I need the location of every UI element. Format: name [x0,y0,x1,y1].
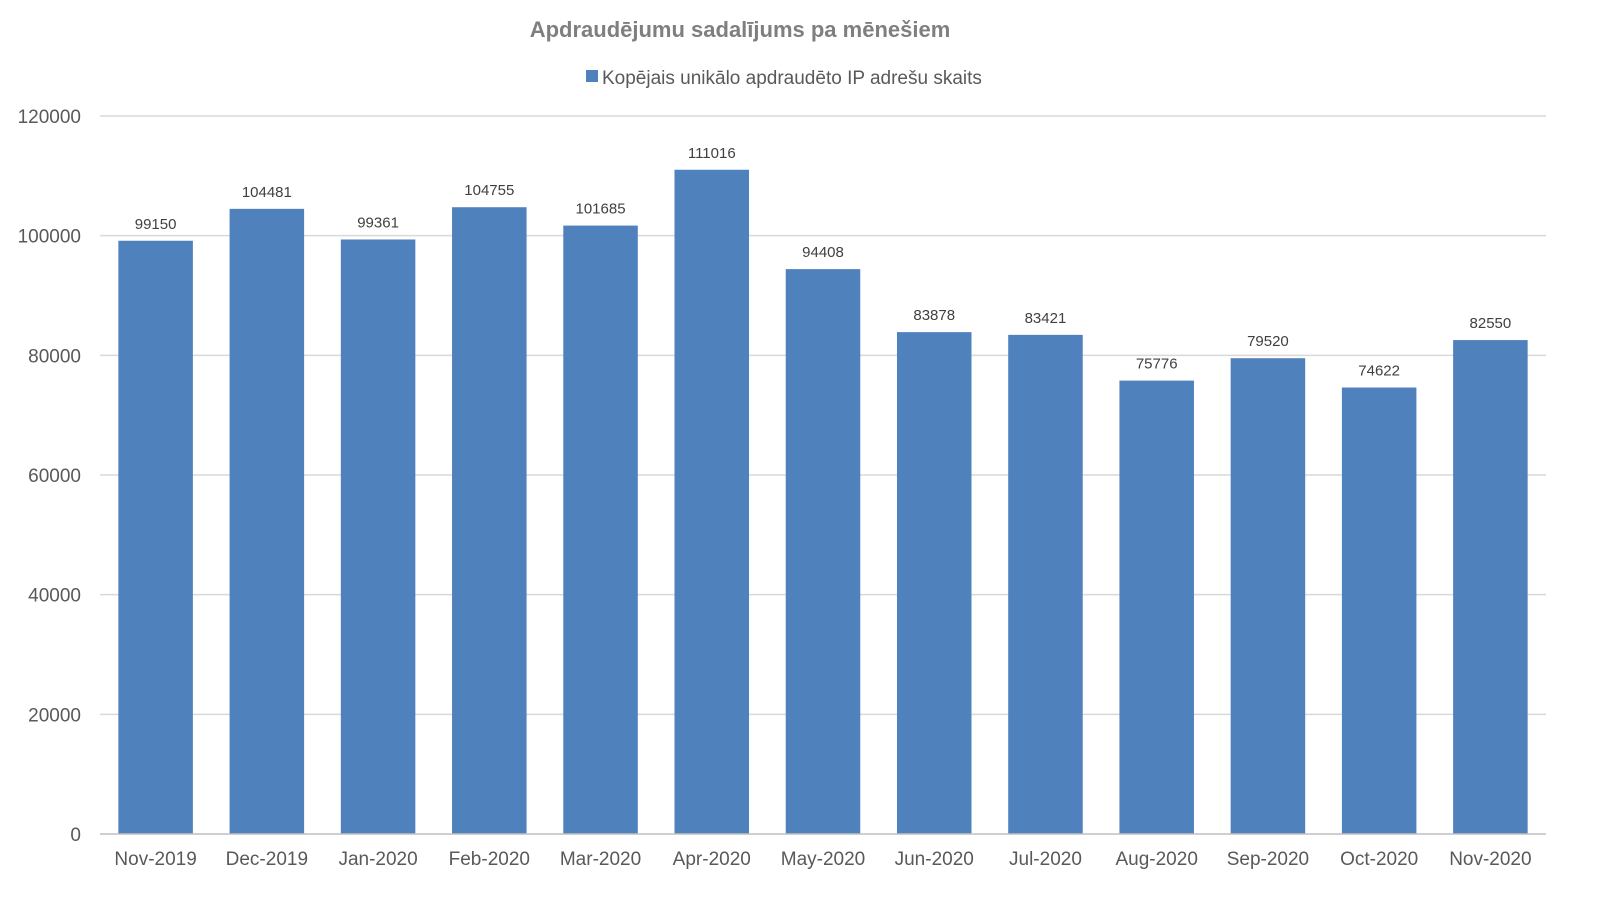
data-label: 83421 [1025,310,1067,327]
data-label: 74622 [1358,363,1400,380]
y-tick-label: 20000 [28,705,81,726]
bar-nov-2020[interactable] [1453,340,1528,834]
data-label: 104481 [242,184,292,201]
legend-swatch [586,70,598,82]
bar-jul-2020[interactable] [1008,334,1083,834]
x-tick-label: May-2020 [781,849,866,870]
bar-aug-2020[interactable] [1119,380,1194,834]
data-label: 99150 [135,216,177,233]
data-labels: 99150 104481 99361 104755 101685 111016 94408 8… [135,145,1511,380]
bar-jan-2020[interactable] [340,239,416,835]
data-label: 111016 [688,145,736,162]
bars [118,169,1528,835]
y-tick-label: 60000 [28,466,81,487]
y-tick-label: 80000 [28,346,81,367]
data-label: 99361 [357,214,399,231]
x-tick-label: Jun-2020 [895,849,974,870]
data-label: 75776 [1136,356,1178,373]
y-tick-label: 40000 [28,586,81,607]
x-tick-label: Nov-2019 [114,849,196,870]
bar-oct-2020[interactable] [1341,387,1417,834]
x-tick-label: Nov-2020 [1449,849,1531,870]
data-label: 94408 [802,244,844,261]
x-tick-label: Aug-2020 [1115,849,1197,870]
chart-title: Apdraudējumu sadalījums pa mēnešiem [530,17,951,42]
bar-feb-2020[interactable] [452,207,527,834]
x-tick-label: Apr-2020 [673,849,751,870]
x-tick-label: Jan-2020 [338,849,417,870]
x-axis-ticks: Nov-2019 Dec-2019 Jan-2020 Feb-2020 Mar-2020… [114,849,1531,870]
bar-jun-2020[interactable] [896,332,972,834]
data-label: 83878 [913,307,955,324]
data-label: 104755 [464,182,514,199]
data-label: 82550 [1470,315,1512,332]
y-axis-ticks: 0 20000 40000 60000 80000 100000 120000 [18,107,81,846]
x-tick-label: Dec-2019 [226,849,308,870]
bar-sep-2020[interactable] [1230,358,1306,834]
y-tick-label: 0 [70,825,81,846]
x-tick-label: Mar-2020 [560,849,641,870]
legend[interactable]: Kopējais unikālo apdraudēto IP adrešu sk… [586,68,982,89]
legend-label: Kopējais unikālo apdraudēto IP adrešu sk… [602,68,982,89]
x-tick-label: Oct-2020 [1340,849,1418,870]
bar-mar-2020[interactable] [563,225,638,835]
bar-apr-2020[interactable] [674,169,750,834]
x-tick-label: Feb-2020 [449,849,530,870]
x-tick-label: Sep-2020 [1227,849,1309,870]
x-tick-label: Jul-2020 [1009,849,1082,870]
y-tick-label: 120000 [18,107,81,128]
y-tick-label: 100000 [18,227,81,248]
data-label: 79520 [1247,333,1289,350]
data-label: 101685 [576,201,626,218]
bar-may-2020[interactable] [785,269,861,834]
bar-dec-2019[interactable] [229,208,305,834]
bar-nov-2019[interactable] [118,240,193,834]
